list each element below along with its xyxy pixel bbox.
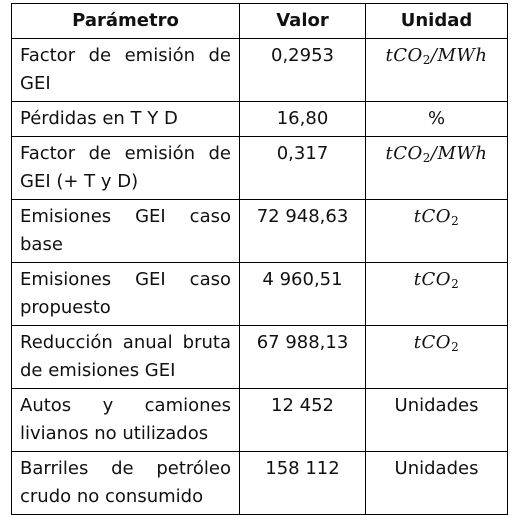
unit-subscript: 2	[422, 151, 431, 165]
unit-subscript: 2	[451, 214, 460, 228]
unit-cell: %	[365, 101, 508, 137]
value-cell: 0,2953	[239, 38, 366, 102]
value-cell: 0,317	[239, 136, 366, 200]
unit-subscript: 2	[422, 53, 431, 67]
unit-cell: tCO2/MWh	[365, 136, 508, 200]
table-row: Reducción anual bruta de emisiones GEI 67…	[11, 325, 508, 389]
unit-cell: tCO2/MWh	[365, 38, 508, 102]
parameter-cell: Reducción anual bruta de emisiones GEI	[11, 325, 240, 389]
unit-cell: Unidades	[365, 451, 508, 515]
table-body: Factor de emisión de GEI 0,2953 tCO2/MWh Pé…	[11, 38, 508, 515]
unit-main: tCO	[413, 269, 452, 290]
unit-text: Unidades	[394, 458, 479, 479]
unit-main: tCO	[413, 206, 452, 227]
unit-tail: /MWh	[430, 45, 488, 66]
unit-tail: /MWh	[430, 143, 488, 164]
parameter-cell: Pérdidas en T Y D	[11, 101, 240, 137]
table-row: Barriles de petróleo crudo no consumido 1…	[11, 451, 508, 515]
table-row: Autos y camiones livianos no utilizados 1…	[11, 388, 508, 452]
unit-text: Unidades	[394, 395, 479, 416]
unit-cell: tCO2	[365, 325, 508, 389]
value-cell: 72 948,63	[239, 199, 366, 263]
value-cell: 4 960,51	[239, 262, 366, 326]
parameter-cell: Autos y camiones livianos no utilizados	[11, 388, 240, 452]
unit-text: %	[427, 108, 446, 129]
header-parametro: Parámetro	[11, 3, 240, 39]
table-row: Emisiones GEI caso base 72 948,63 tCO2	[11, 199, 508, 263]
parameter-cell: Emisiones GEI caso base	[11, 199, 240, 263]
unit-cell: Unidades	[365, 388, 508, 452]
unit-formula: tCO2	[414, 269, 459, 290]
unit-main: tCO	[385, 143, 423, 164]
unit-cell: tCO2	[365, 199, 508, 263]
value-cell: 158 112	[239, 451, 366, 515]
table-row: Factor de emisión de GEI 0,2953 tCO2/MWh	[11, 38, 508, 102]
header-valor: Valor	[239, 3, 366, 39]
unit-formula: tCO2	[414, 206, 459, 227]
unit-subscript: 2	[451, 277, 460, 291]
unit-formula: tCO2/MWh	[386, 45, 488, 66]
parameter-cell: Factor de emisión de GEI	[11, 38, 240, 102]
unit-main: tCO	[413, 332, 452, 353]
value-cell: 12 452	[239, 388, 366, 452]
parameter-cell: Factor de emisión de GEI (+ T y D)	[11, 136, 240, 200]
table-row: Emisiones GEI caso propuesto 4 960,51 tCO2	[11, 262, 508, 326]
unit-subscript: 2	[451, 340, 460, 354]
value-cell: 16,80	[239, 101, 366, 137]
header-row: Parámetro Valor Unidad	[11, 3, 508, 39]
unit-formula: tCO2/MWh	[386, 143, 488, 164]
unit-cell: tCO2	[365, 262, 508, 326]
unit-main: tCO	[385, 45, 423, 66]
value-cell: 67 988,13	[239, 325, 366, 389]
table-row: Factor de emisión de GEI (+ T y D) 0,317 t…	[11, 136, 508, 200]
parameter-cell: Barriles de petróleo crudo no consumido	[11, 451, 240, 515]
table-row: Pérdidas en T Y D 16,80%	[11, 101, 508, 137]
parameter-cell: Emisiones GEI caso propuesto	[11, 262, 240, 326]
header-unidad: Unidad	[365, 3, 508, 39]
unit-formula: tCO2	[414, 332, 459, 353]
emissions-table: Parámetro Valor Unidad Factor de emisión…	[11, 3, 508, 515]
